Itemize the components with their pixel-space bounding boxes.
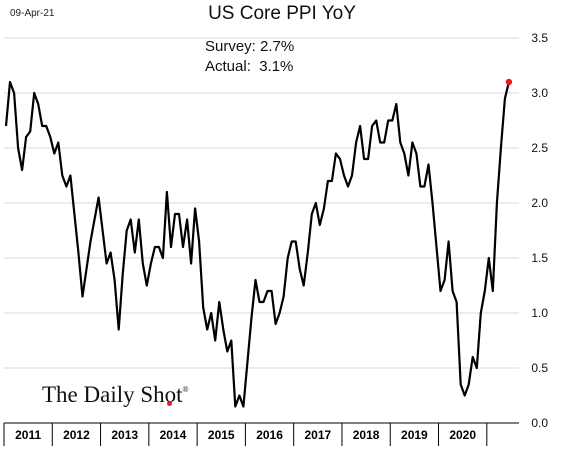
registered-mark: ® <box>182 385 189 394</box>
y-tick-label: 2.5 <box>531 141 548 155</box>
latest-value-marker <box>505 78 513 86</box>
logo-text: The Daily Shot <box>42 382 183 407</box>
x-tick-label: 2013 <box>111 428 138 442</box>
gridlines <box>4 37 519 369</box>
daily-shot-logo: The Daily Shot® <box>42 382 189 408</box>
chart-title: US Core PPI YoY <box>208 3 356 24</box>
x-tick-label: 2014 <box>160 428 187 442</box>
x-tick-label: 2015 <box>208 428 235 442</box>
x-tick-label: 2018 <box>353 428 380 442</box>
y-axis: 0.0 0.5 1.0 1.5 2.0 2.5 3.0 3.5 <box>531 31 548 430</box>
x-tick-label: 2019 <box>401 428 428 442</box>
x-axis: 2011 2012 2013 2014 2015 2016 2017 2018 2019 2020 <box>3 422 519 446</box>
y-tick-label: 0.5 <box>531 361 548 375</box>
y-tick-label: 3.0 <box>531 86 548 100</box>
logo-dot-icon <box>167 401 172 406</box>
x-tick-label: 2020 <box>449 428 476 442</box>
x-tick-label: 2017 <box>304 428 331 442</box>
series-line <box>4 80 510 408</box>
series-group <box>4 78 513 408</box>
survey-annotation: Survey: 2.7% <box>205 38 295 55</box>
x-tick-label: 2011 <box>15 428 41 442</box>
y-tick-label: 2.0 <box>531 196 548 210</box>
date-stamp: 09-Apr-21 <box>10 8 55 19</box>
x-tick-label: 2016 <box>256 428 283 442</box>
y-tick-label: 3.5 <box>531 31 548 45</box>
y-tick-label: 0.0 <box>531 416 548 430</box>
x-tick-label: 2012 <box>63 428 90 442</box>
actual-annotation: Actual: 3.1% <box>205 58 294 75</box>
y-tick-label: 1.0 <box>531 306 548 320</box>
y-tick-label: 1.5 <box>531 251 548 265</box>
